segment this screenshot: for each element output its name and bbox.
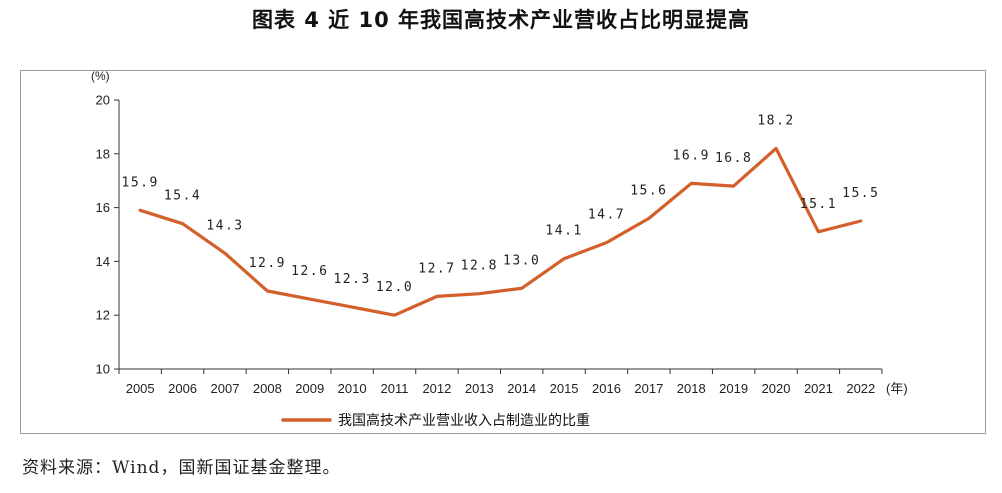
data-label: 15.6 xyxy=(630,183,667,198)
x-tick-label: 2020 xyxy=(762,381,791,396)
chart-frame xyxy=(20,70,986,434)
x-axis-unit: (年) xyxy=(886,381,908,396)
x-tick-label: 2017 xyxy=(634,381,663,396)
x-tick-label: 2018 xyxy=(677,381,706,396)
x-tick-label: 2013 xyxy=(465,381,494,396)
source-note: 资料来源：Wind，国新国证基金整理。 xyxy=(22,458,341,478)
y-tick-label: 12 xyxy=(96,308,110,323)
x-tick-label: 2007 xyxy=(211,381,240,396)
legend-label: 我国高技术产业营业收入占制造业的比重 xyxy=(338,412,590,429)
x-tick-label: 2008 xyxy=(253,381,282,396)
data-label: 14.7 xyxy=(588,208,625,223)
data-label: 15.4 xyxy=(164,189,201,204)
x-tick-label: 2016 xyxy=(592,381,621,396)
data-label: 16.8 xyxy=(715,151,752,166)
series-line xyxy=(138,146,863,317)
data-label: 13.0 xyxy=(503,253,540,268)
x-tick-label: 2015 xyxy=(550,381,579,396)
y-tick-label: 10 xyxy=(96,362,110,377)
data-label: 12.9 xyxy=(249,256,286,271)
x-tick-label: 2009 xyxy=(295,381,324,396)
data-label: 12.7 xyxy=(418,261,455,276)
data-label: 12.3 xyxy=(333,272,370,287)
data-label: 14.3 xyxy=(206,218,243,233)
x-tick-label: 2006 xyxy=(168,381,197,396)
data-label: 14.1 xyxy=(545,224,582,239)
y-tick-label: 18 xyxy=(96,146,110,161)
data-label: 18.2 xyxy=(757,113,794,128)
data-label: 15.5 xyxy=(842,186,879,201)
y-tick-label: 20 xyxy=(96,93,110,108)
data-label: 12.6 xyxy=(291,264,328,279)
x-tick-label: 2022 xyxy=(846,381,875,396)
x-tick-label: 2011 xyxy=(381,381,409,396)
data-label: 15.9 xyxy=(122,175,159,190)
x-tick-label: 2021 xyxy=(804,381,833,396)
x-tick-label: 2012 xyxy=(422,381,451,396)
x-tick-label: 2010 xyxy=(338,381,367,396)
y-tick-label: 14 xyxy=(96,254,110,269)
y-axis-unit: (%) xyxy=(91,69,110,83)
chart-title: 图表 4 近 10 年我国高技术产业营收占比明显提高 xyxy=(251,8,751,32)
data-label: 15.1 xyxy=(800,197,837,212)
data-label: 12.8 xyxy=(461,259,498,274)
data-label: 16.9 xyxy=(673,148,710,163)
y-tick-label: 16 xyxy=(96,200,110,215)
x-tick-label: 2005 xyxy=(126,381,155,396)
data-label: 12.0 xyxy=(376,280,413,295)
x-tick-label: 2014 xyxy=(507,381,536,396)
x-tick-label: 2019 xyxy=(719,381,748,396)
